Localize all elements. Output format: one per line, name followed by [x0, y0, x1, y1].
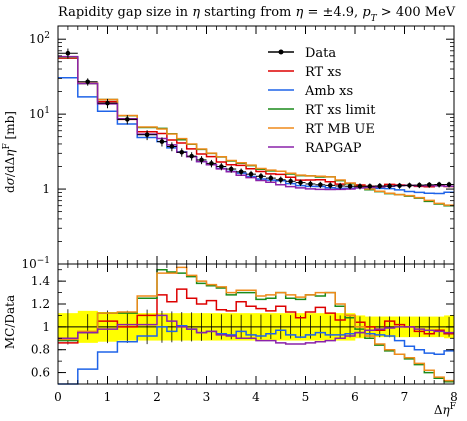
data-point	[446, 182, 452, 187]
data-point	[219, 164, 224, 169]
data-point	[318, 182, 323, 188]
x-axis-label: ΔηF	[434, 402, 456, 417]
data-point	[436, 182, 442, 187]
data-point	[377, 183, 383, 189]
ratio-line-amb-xs	[58, 324, 454, 385]
data-point	[159, 139, 165, 144]
chart-title: Rapidity gap size in η starting from η =…	[58, 5, 456, 24]
series-line-rt-mb-ue	[58, 56, 454, 206]
data-point	[367, 183, 373, 189]
legend-label: RAPGAP	[305, 141, 362, 156]
data-point	[248, 171, 254, 177]
legend-marker	[278, 49, 284, 55]
x-tick-label: 6	[351, 390, 359, 404]
x-tick-label: 1	[104, 390, 112, 404]
data-point	[357, 183, 363, 189]
data-point	[298, 180, 303, 185]
data-point	[426, 182, 432, 188]
data-point	[105, 100, 110, 106]
x-tick-label: 8	[450, 390, 458, 404]
legend: Data RT xs Amb xs RT xs limit RT MB UE RAPGAP	[268, 46, 376, 156]
data-point	[407, 183, 412, 188]
data-point	[169, 144, 175, 149]
data-point	[199, 157, 204, 163]
y-tick-label: 102	[29, 31, 50, 46]
legend-label: RT MB UE	[305, 122, 375, 137]
data-point	[387, 183, 392, 189]
legend-label: RT xs	[305, 65, 341, 80]
ratio-tick-label: 1.2	[31, 297, 50, 311]
ratio-line-rt-mb-ue	[58, 266, 454, 382]
data-point	[189, 153, 194, 159]
x-tick-label: 5	[302, 390, 310, 404]
x-tick-label: 3	[203, 390, 211, 404]
ratio-line-rapgap	[58, 314, 454, 345]
data-point	[397, 183, 402, 188]
series-line-rt-xs-limit	[58, 56, 454, 207]
data-point	[238, 169, 244, 175]
main-frame	[57, 25, 455, 265]
data-point	[347, 183, 353, 189]
ratio-panel	[58, 266, 455, 385]
ratio-tick-label: 1.4	[31, 274, 50, 288]
data-point	[179, 149, 185, 155]
legend-label: Amb xs	[304, 84, 353, 99]
data-point	[228, 166, 234, 172]
y-axis-label: dσ/dΔηF [mb]	[2, 111, 17, 193]
data-point	[125, 117, 130, 122]
ratio-line-rt-xs	[58, 288, 454, 344]
data-point	[327, 183, 333, 188]
x-tick-label: 2	[153, 390, 161, 404]
x-tick-label: 7	[401, 390, 409, 404]
data-point	[417, 182, 422, 188]
ratio-tick-label: 0.8	[31, 343, 50, 357]
legend-label: Data	[305, 46, 336, 61]
ratio-tick-label: 1	[42, 320, 50, 334]
data-point	[209, 161, 214, 166]
data-point	[85, 79, 90, 85]
ratio-tick-label: 0.6	[31, 366, 50, 380]
data-point	[65, 50, 71, 56]
y-tick-label: 1	[42, 182, 50, 196]
y-tick-label: 101	[29, 106, 50, 121]
main-panel	[58, 48, 454, 207]
y-tick-label: 10−1	[21, 256, 50, 271]
x-tick-label: 4	[252, 390, 260, 404]
data-point	[258, 174, 264, 179]
x-tick-label: 0	[54, 390, 62, 404]
series-line-rt-xs	[58, 57, 454, 188]
data-point	[278, 177, 284, 183]
data-point	[144, 132, 150, 138]
data-point	[268, 175, 274, 181]
ratio-y-axis-label: MC/Data	[3, 295, 17, 349]
data-point	[288, 178, 293, 184]
data-point	[308, 181, 313, 187]
legend-label: RT xs limit	[305, 103, 376, 118]
data-point	[337, 183, 343, 189]
